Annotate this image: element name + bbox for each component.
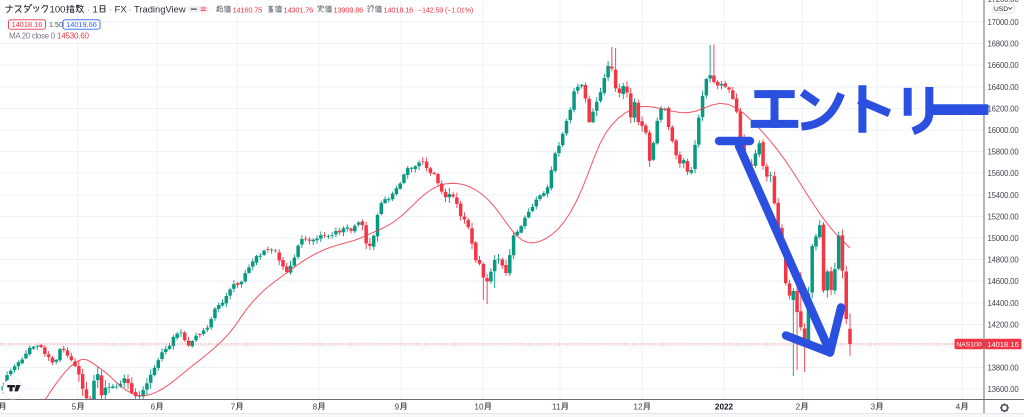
svg-text:1: 1 xyxy=(93,5,98,16)
svg-text:7: 7 xyxy=(231,403,236,412)
svg-text:USD: USD xyxy=(994,6,1008,13)
svg-text:14800.00: 14800.00 xyxy=(988,256,1020,265)
svg-text:4: 4 xyxy=(956,403,961,412)
svg-text:2: 2 xyxy=(796,403,801,412)
svg-text:−142.59 (−1.01%): −142.59 (−1.01%) xyxy=(418,5,473,14)
svg-text:15000.00: 15000.00 xyxy=(988,234,1020,243)
svg-text:13600.00: 13600.00 xyxy=(988,385,1020,394)
svg-text:16400.00: 16400.00 xyxy=(988,83,1020,92)
svg-text:3: 3 xyxy=(871,403,876,412)
svg-text:17000.00: 17000.00 xyxy=(988,18,1020,27)
svg-text:14200.00: 14200.00 xyxy=(988,320,1020,329)
svg-text:NAS100: NAS100 xyxy=(956,342,982,349)
svg-text:16000.00: 16000.00 xyxy=(988,126,1020,135)
svg-text:5: 5 xyxy=(72,403,77,412)
svg-text:14160.75: 14160.75 xyxy=(233,5,263,14)
svg-text:6: 6 xyxy=(151,403,156,412)
svg-text:10: 10 xyxy=(474,403,484,412)
svg-text:14018.16: 14018.16 xyxy=(12,20,43,29)
svg-text:MA 20 close 0: MA 20 close 0 xyxy=(9,32,56,41)
svg-text:15600.00: 15600.00 xyxy=(988,169,1020,178)
svg-text:15200.00: 15200.00 xyxy=(988,212,1020,221)
svg-text:13909.86: 13909.86 xyxy=(334,5,364,14)
svg-text:14019.66: 14019.66 xyxy=(66,20,97,29)
svg-text:11: 11 xyxy=(552,403,561,412)
svg-text:14530.60: 14530.60 xyxy=(57,32,90,41)
svg-text:15800.00: 15800.00 xyxy=(988,148,1020,157)
svg-text:15400.00: 15400.00 xyxy=(988,191,1020,200)
svg-text:14018.16: 14018.16 xyxy=(384,5,414,14)
svg-text:100: 100 xyxy=(50,5,66,16)
svg-text:FX: FX xyxy=(115,5,128,16)
svg-text:2022: 2022 xyxy=(715,403,734,412)
svg-text:12: 12 xyxy=(633,403,643,412)
svg-text:16800.00: 16800.00 xyxy=(988,40,1020,49)
svg-text:·: · xyxy=(129,5,132,15)
svg-text:14018.16: 14018.16 xyxy=(987,340,1019,349)
svg-text:1.50: 1.50 xyxy=(49,20,63,29)
svg-text:9: 9 xyxy=(395,403,400,412)
svg-text:14600.00: 14600.00 xyxy=(988,277,1020,286)
svg-text:·: · xyxy=(109,5,112,15)
svg-text:14400.00: 14400.00 xyxy=(988,299,1020,308)
svg-text:16200.00: 16200.00 xyxy=(988,104,1020,113)
svg-text:17200.00: 17200.00 xyxy=(988,0,1020,4)
svg-text:TradingView: TradingView xyxy=(134,4,186,15)
svg-text:8: 8 xyxy=(313,403,318,412)
svg-text:13800.00: 13800.00 xyxy=(988,364,1020,373)
svg-text:·: · xyxy=(87,5,90,15)
svg-text:14301.76: 14301.76 xyxy=(284,5,314,14)
svg-text:16600.00: 16600.00 xyxy=(988,61,1020,70)
